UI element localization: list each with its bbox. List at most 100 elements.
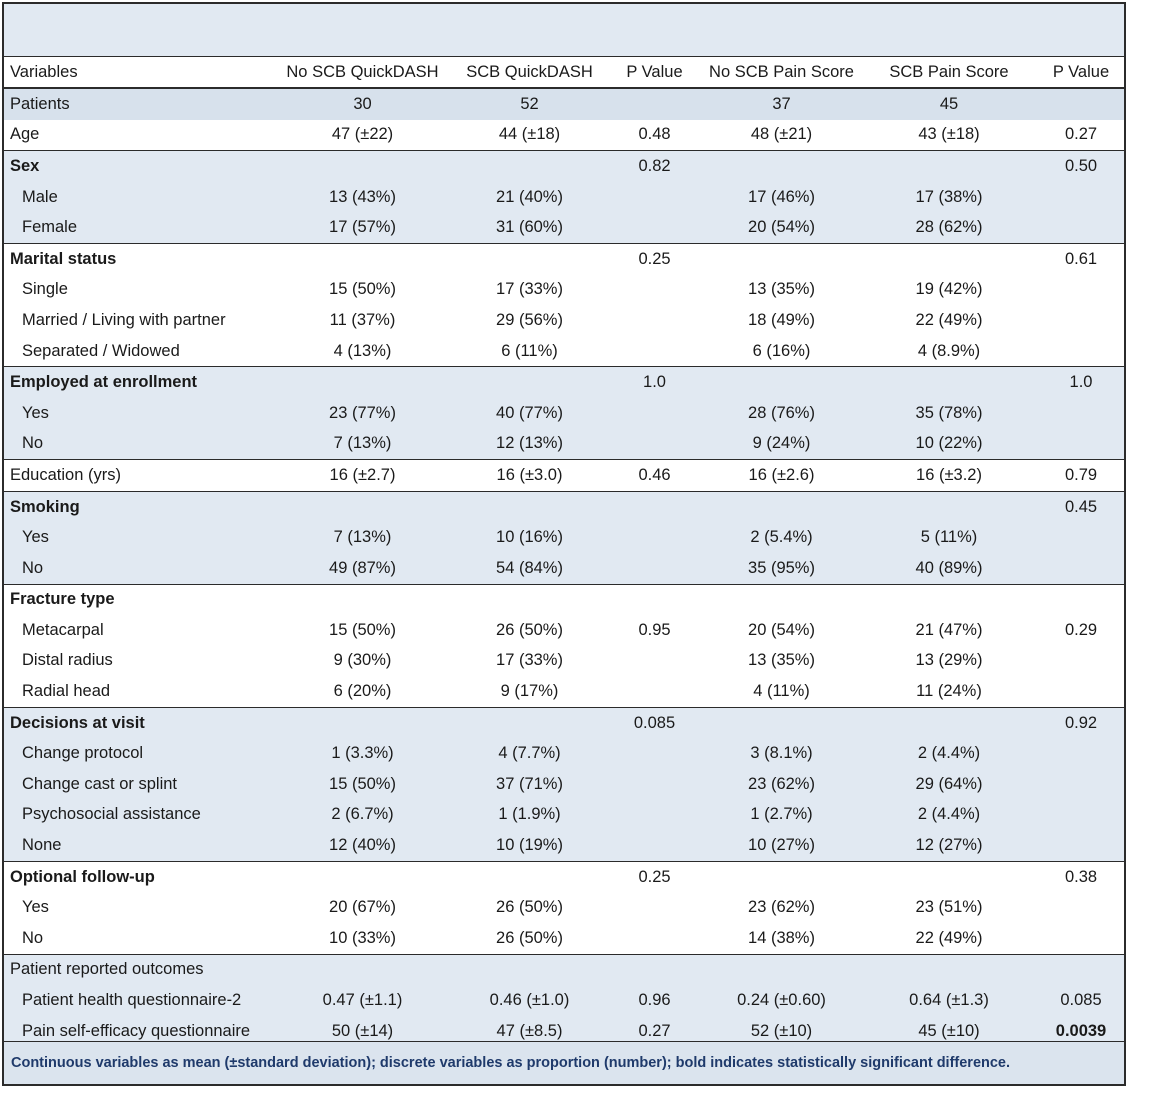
table-row: No 49 (87%) 54 (84%) 35 (95%) 40 (89%) [4, 552, 1124, 585]
table-cell [703, 150, 860, 182]
table-cell [606, 738, 703, 770]
table-cell: 0.64 (±1.3) [860, 985, 1038, 1016]
table-cell [1038, 88, 1124, 120]
table-body: Patients 30 52 37 45 Age 47 (±22) 44 (±18) 0.48 4… [4, 88, 1124, 1047]
table-row: Patient health questionnaire-2 0.47 (±1.1… [4, 985, 1124, 1016]
table-cell [606, 181, 703, 213]
table-cell [606, 491, 703, 523]
row-label: Age [4, 119, 272, 152]
table-cell: 11 (37%) [329, 310, 396, 329]
row-label: No [4, 552, 272, 585]
table-cell: 10 (16%) [453, 522, 606, 553]
table-row: Education (yrs) 16 (±2.7) 16 (±3.0) 0.46 16 … [4, 459, 1124, 492]
table-cell [703, 707, 860, 739]
table-row: Married / Living with partner 11 (37%) 29 … [4, 305, 1124, 336]
row-label: No [4, 428, 272, 461]
table-cell: 31 (60%) [453, 212, 606, 244]
table-cell: 23 (77%) [272, 397, 453, 429]
table-cell: 47 (±22) [272, 119, 453, 152]
table-cell [1038, 522, 1124, 553]
table-cell: 13 (35%) [748, 280, 815, 299]
table-cell [1038, 738, 1124, 770]
table-cell: 15 (50%) [329, 280, 396, 299]
table-cell [1038, 769, 1124, 800]
table-cell [606, 646, 703, 677]
table-cell: 29 (64%) [860, 769, 1038, 800]
table-cell: 4 (13%) [272, 335, 453, 368]
table-cell: 1.0 [606, 366, 703, 398]
table-cell [606, 522, 703, 553]
table-cell [1038, 892, 1124, 923]
table-cell [606, 552, 703, 585]
table-cell: 23 (62%) [703, 769, 860, 800]
table-cell: 2 (5.4%) [703, 522, 860, 553]
table-footnote: Continuous variables as mean (±standard … [4, 1041, 1124, 1084]
table-cell: 20 (67%) [329, 898, 396, 917]
table-cell: 0.25 [638, 249, 671, 268]
table-cell [606, 335, 703, 368]
row-label: Marital status [10, 249, 117, 268]
table-cell: 9 (30%) [333, 651, 392, 670]
table-cell: 4 (7.7%) [453, 738, 606, 770]
table-row: Patient reported outcomes [4, 954, 1124, 986]
table-cell [860, 150, 1038, 182]
table-cell: 2 (4.4%) [860, 738, 1038, 770]
row-label: None [4, 830, 272, 862]
table-cell: 14 (38%) [703, 923, 860, 955]
table-row: Yes 20 (67%) 26 (50%) 23 (62%) 23 (51%) [4, 892, 1124, 923]
table-cell: 12 (40%) [272, 830, 453, 862]
table-cell: 35 (78%) [860, 397, 1038, 429]
table-cell [606, 769, 703, 800]
table-cell: 52 [453, 88, 606, 120]
table-cell [272, 366, 453, 398]
table-cell [606, 275, 703, 306]
table-cell: 37 (71%) [453, 769, 606, 800]
table-cell [453, 584, 606, 615]
table-cell [606, 954, 703, 986]
table-cell [1038, 830, 1124, 862]
table-cell [606, 397, 703, 429]
row-label: Patient reported outcomes [4, 954, 272, 986]
table-cell [1038, 646, 1124, 677]
table-row: Radial head 6 (20%) 9 (17%) 4 (11%) 11 (24%) [4, 676, 1124, 708]
table-cell: 17 (46%) [703, 181, 860, 213]
table-cell [606, 799, 703, 831]
table-cell [453, 954, 606, 986]
table-cell: 0.92 [1038, 707, 1124, 739]
table-cell: 17 (38%) [860, 181, 1038, 213]
table-cell [606, 923, 703, 955]
table-cell: 13 (29%) [915, 651, 983, 670]
table-frame: Variables No SCB QuickDASH SCB QuickDASH… [2, 2, 1126, 1086]
table-cell: 16 (±2.6) [703, 459, 860, 492]
table-row: None 12 (40%) 10 (19%) 10 (27%) 12 (27%) [4, 830, 1124, 862]
table-cell: 0.79 [1038, 459, 1124, 492]
table-cell [1038, 584, 1124, 615]
table-cell [272, 243, 453, 274]
row-label: Single [22, 280, 68, 299]
table-cell: 0.24 (±0.60) [703, 985, 860, 1016]
table-row: Marital status 0.25 0.61 [4, 243, 1124, 274]
table-cell: 12 (13%) [453, 428, 606, 461]
table-cell: 0.085 [1038, 985, 1124, 1016]
row-label: Yes [4, 522, 272, 553]
table-cell [860, 243, 1038, 274]
row-label: Metacarpal [22, 620, 104, 639]
table-cell: 12 (27%) [860, 830, 1038, 862]
table-row: Fracture type [4, 584, 1124, 615]
table-cell: 43 (±18) [860, 119, 1038, 152]
header-scb-quickdash: SCB QuickDASH [453, 57, 606, 89]
table-cell [1038, 676, 1124, 708]
table-cell [1038, 552, 1124, 585]
table-cell [272, 150, 453, 182]
table-cell: 16 (±3.2) [860, 459, 1038, 492]
table-cell: 0.29 [1064, 620, 1098, 639]
table-cell: 20 (54%) [748, 620, 815, 639]
table-cell: 1 (1.9%) [453, 799, 606, 831]
table-cell [703, 954, 860, 986]
table-cell: 45 [860, 88, 1038, 120]
row-label: Male [4, 181, 272, 213]
table-cell [1038, 397, 1124, 429]
table-cell [606, 830, 703, 862]
row-label: Separated / Widowed [4, 335, 272, 368]
table-cell [1038, 275, 1124, 306]
